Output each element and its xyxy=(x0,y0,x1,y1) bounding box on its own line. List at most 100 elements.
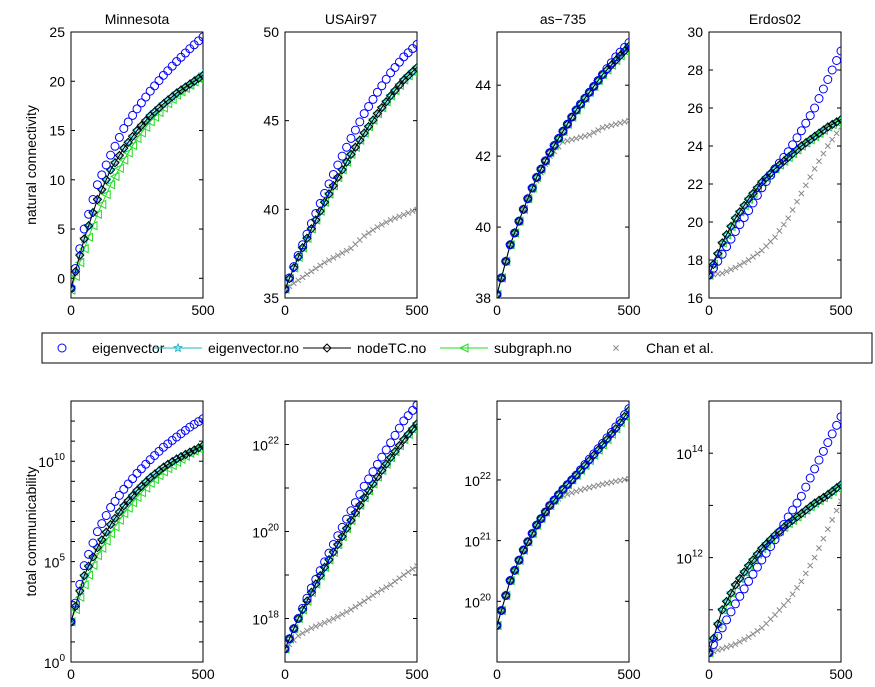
data-point xyxy=(807,174,814,180)
subplot-7: 0 500 1020 1021 1022 xyxy=(464,400,641,682)
plot-area xyxy=(497,38,629,298)
y-tick-label: 30 xyxy=(687,24,703,40)
legend-marker xyxy=(172,342,184,353)
data-point xyxy=(757,555,767,565)
data-point xyxy=(761,172,771,183)
data-point xyxy=(726,234,736,244)
data-point xyxy=(79,243,89,254)
data-point xyxy=(110,496,120,506)
data-point xyxy=(361,232,368,239)
data-point xyxy=(789,591,796,598)
data-point xyxy=(180,449,191,460)
data-point xyxy=(767,616,774,623)
data-point xyxy=(293,250,303,260)
data-point xyxy=(341,523,352,534)
data-point xyxy=(412,39,417,49)
data-point xyxy=(626,117,629,124)
data-point xyxy=(752,562,762,572)
legend-label: nodeTC.no xyxy=(357,340,426,356)
data-point xyxy=(505,576,515,586)
y-tick-label: 42 xyxy=(475,148,491,164)
data-point xyxy=(717,605,727,615)
data-point xyxy=(414,563,417,570)
subplot-title: Minnesota xyxy=(105,11,170,27)
data-point xyxy=(193,443,203,453)
data-point xyxy=(306,583,316,593)
data-point xyxy=(105,519,116,530)
data-point xyxy=(514,216,524,226)
data-point xyxy=(620,410,629,420)
data-point xyxy=(101,536,111,546)
data-point xyxy=(748,555,758,565)
data-point xyxy=(302,596,312,606)
data-point xyxy=(744,206,754,216)
data-point xyxy=(810,464,820,474)
data-point xyxy=(497,620,502,631)
data-point xyxy=(110,157,120,168)
data-point xyxy=(818,446,828,456)
data-point xyxy=(330,615,337,622)
data-point xyxy=(545,148,555,158)
data-point xyxy=(114,163,124,174)
data-point xyxy=(346,133,356,143)
data-point xyxy=(709,270,714,280)
data-point xyxy=(811,554,818,561)
data-point xyxy=(396,575,403,582)
data-point xyxy=(150,81,160,91)
data-point xyxy=(158,466,168,477)
data-point xyxy=(289,262,299,272)
series-nodetc-no xyxy=(285,62,417,294)
subplot-3: as−735 0 500 38 40 42 44 xyxy=(475,11,640,318)
data-point xyxy=(602,433,612,443)
data-point xyxy=(71,263,80,273)
data-point xyxy=(584,87,594,97)
y-tick-label: 1020 xyxy=(252,523,279,541)
data-point xyxy=(119,143,129,153)
y-tick-label: 35 xyxy=(263,290,279,306)
data-point xyxy=(79,224,89,234)
data-point xyxy=(324,179,334,189)
data-point xyxy=(383,584,390,591)
data-point xyxy=(582,485,588,492)
data-point xyxy=(342,142,352,152)
data-point xyxy=(758,247,765,254)
data-point xyxy=(92,550,102,561)
y-axis-label: natural connectivity xyxy=(23,105,39,225)
data-point xyxy=(735,591,745,601)
data-point xyxy=(119,484,129,494)
data-point xyxy=(394,57,404,67)
data-point xyxy=(736,262,743,269)
data-point xyxy=(836,412,841,422)
data-point xyxy=(326,257,332,264)
data-point xyxy=(381,459,391,469)
data-point xyxy=(741,259,748,266)
data-point xyxy=(823,438,833,448)
data-point xyxy=(359,109,369,119)
data-point xyxy=(149,112,160,122)
data-point xyxy=(97,170,107,180)
data-point xyxy=(334,613,341,620)
data-point xyxy=(788,505,798,515)
data-point xyxy=(568,136,575,143)
data-point xyxy=(606,58,616,68)
data-point xyxy=(304,271,310,278)
data-point xyxy=(820,150,827,157)
data-point xyxy=(118,155,129,165)
data-point xyxy=(728,266,734,273)
data-point xyxy=(713,256,723,266)
data-point xyxy=(308,625,315,632)
series-chan-et-al- xyxy=(285,563,417,652)
data-point xyxy=(185,447,195,457)
data-point xyxy=(304,627,310,634)
data-point xyxy=(295,632,302,639)
data-point xyxy=(71,617,76,627)
data-point xyxy=(368,115,378,125)
subplot-title: Erdos02 xyxy=(749,11,801,27)
data-point xyxy=(709,259,719,270)
legend-entry-chan-et-al-: Chan et al. xyxy=(613,340,714,356)
data-point xyxy=(356,601,363,607)
data-point xyxy=(409,566,416,573)
data-point xyxy=(577,487,584,493)
y-tick-label: 26 xyxy=(687,100,703,116)
data-point xyxy=(158,462,169,472)
